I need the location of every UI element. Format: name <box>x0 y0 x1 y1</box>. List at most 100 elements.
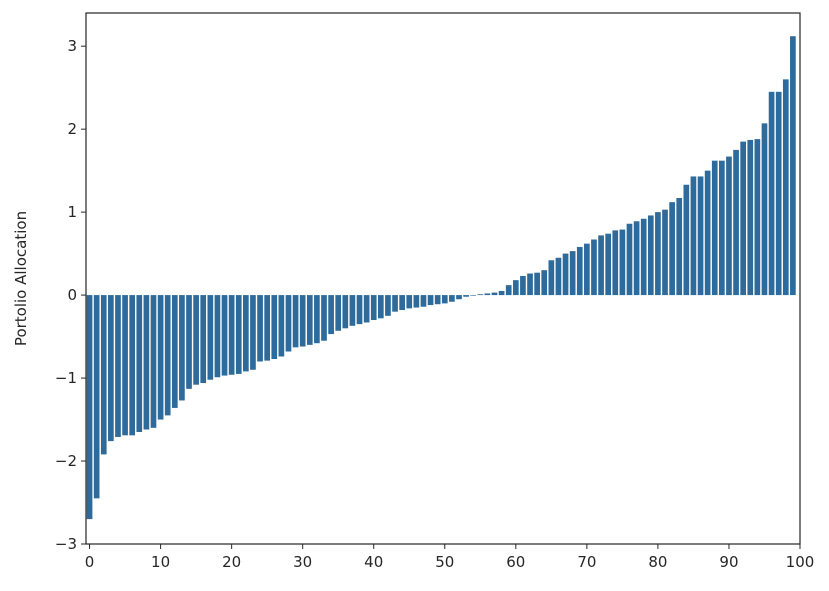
bar <box>385 295 391 316</box>
bar <box>150 295 157 428</box>
x-tick-label: 80 <box>648 553 667 571</box>
x-tick-label: 60 <box>506 553 525 571</box>
bar <box>576 246 583 296</box>
bar <box>221 295 228 376</box>
bar <box>129 295 136 436</box>
bar <box>86 295 93 520</box>
bar <box>200 295 207 384</box>
bar <box>470 295 477 296</box>
bars-group <box>86 36 796 520</box>
bar <box>456 295 462 300</box>
bar <box>321 295 327 341</box>
bar <box>775 91 782 296</box>
bar <box>527 273 533 296</box>
bar <box>726 156 732 296</box>
bar <box>498 290 505 296</box>
bar <box>434 295 441 305</box>
bar <box>491 292 498 296</box>
bar <box>612 230 619 296</box>
bar <box>505 285 512 296</box>
bar <box>711 160 718 296</box>
bar <box>477 294 484 296</box>
bar <box>392 295 398 312</box>
bar <box>555 257 562 296</box>
bar <box>250 295 256 370</box>
bar <box>108 295 114 442</box>
bar <box>569 251 576 296</box>
x-tick-label: 50 <box>435 553 454 571</box>
bar <box>548 260 555 296</box>
bar <box>626 223 633 296</box>
bar <box>243 295 249 372</box>
bar <box>299 295 306 347</box>
bar <box>193 295 199 385</box>
bar <box>399 295 405 311</box>
bar <box>662 209 668 296</box>
bar <box>420 295 427 307</box>
bar <box>768 91 775 296</box>
bar <box>164 295 171 416</box>
y-tick-label: −2 <box>55 452 77 470</box>
y-tick-label: 3 <box>67 37 77 55</box>
bar <box>335 295 342 331</box>
bar <box>733 149 739 296</box>
bar <box>143 295 150 430</box>
bar <box>761 123 768 296</box>
y-tick-label: 2 <box>67 120 77 138</box>
x-tick-label: 70 <box>577 553 596 571</box>
bar <box>484 293 491 296</box>
bar <box>264 295 270 361</box>
x-tick-label: 100 <box>786 553 815 571</box>
bar <box>235 295 242 374</box>
bar <box>271 295 278 359</box>
bar <box>406 295 413 309</box>
bar <box>214 295 221 378</box>
bar <box>640 218 647 296</box>
bar <box>463 295 469 297</box>
bar <box>449 295 455 302</box>
bar <box>690 176 697 296</box>
bar <box>257 295 263 362</box>
bar <box>342 295 349 329</box>
bar <box>328 295 334 335</box>
y-axis: −3 −2 −1 0 1 2 3 <box>55 37 86 553</box>
bar <box>782 79 789 296</box>
x-tick-label: 0 <box>85 553 95 571</box>
bar <box>377 295 384 319</box>
bar <box>719 160 725 296</box>
y-tick-label: 1 <box>67 203 77 221</box>
bar <box>157 295 164 420</box>
bar <box>683 184 690 296</box>
bar <box>136 295 143 432</box>
bar <box>179 295 185 401</box>
bar <box>413 295 420 308</box>
bar <box>228 295 235 375</box>
bar <box>697 176 704 296</box>
bar <box>655 212 661 296</box>
bar <box>292 295 299 348</box>
x-tick-label: 30 <box>293 553 312 571</box>
bar <box>278 295 285 357</box>
bar <box>647 215 654 296</box>
bar <box>122 295 128 436</box>
bar <box>349 295 356 326</box>
bar <box>186 295 192 389</box>
bar <box>363 295 370 323</box>
bar <box>605 233 612 296</box>
x-tick-label: 10 <box>151 553 170 571</box>
bar <box>207 295 214 380</box>
bar <box>747 139 754 296</box>
bar <box>669 202 675 296</box>
bar <box>584 243 590 296</box>
bar <box>541 270 548 296</box>
y-tick-label: −3 <box>55 535 77 553</box>
bar <box>356 295 363 325</box>
bar <box>512 280 519 296</box>
bar <box>534 272 540 296</box>
bar <box>93 295 100 499</box>
bar <box>441 295 448 304</box>
x-axis: 0 10 20 30 40 50 60 70 80 90 100 <box>85 544 815 571</box>
bar <box>562 253 569 296</box>
bar <box>633 221 640 296</box>
bar <box>115 295 121 437</box>
